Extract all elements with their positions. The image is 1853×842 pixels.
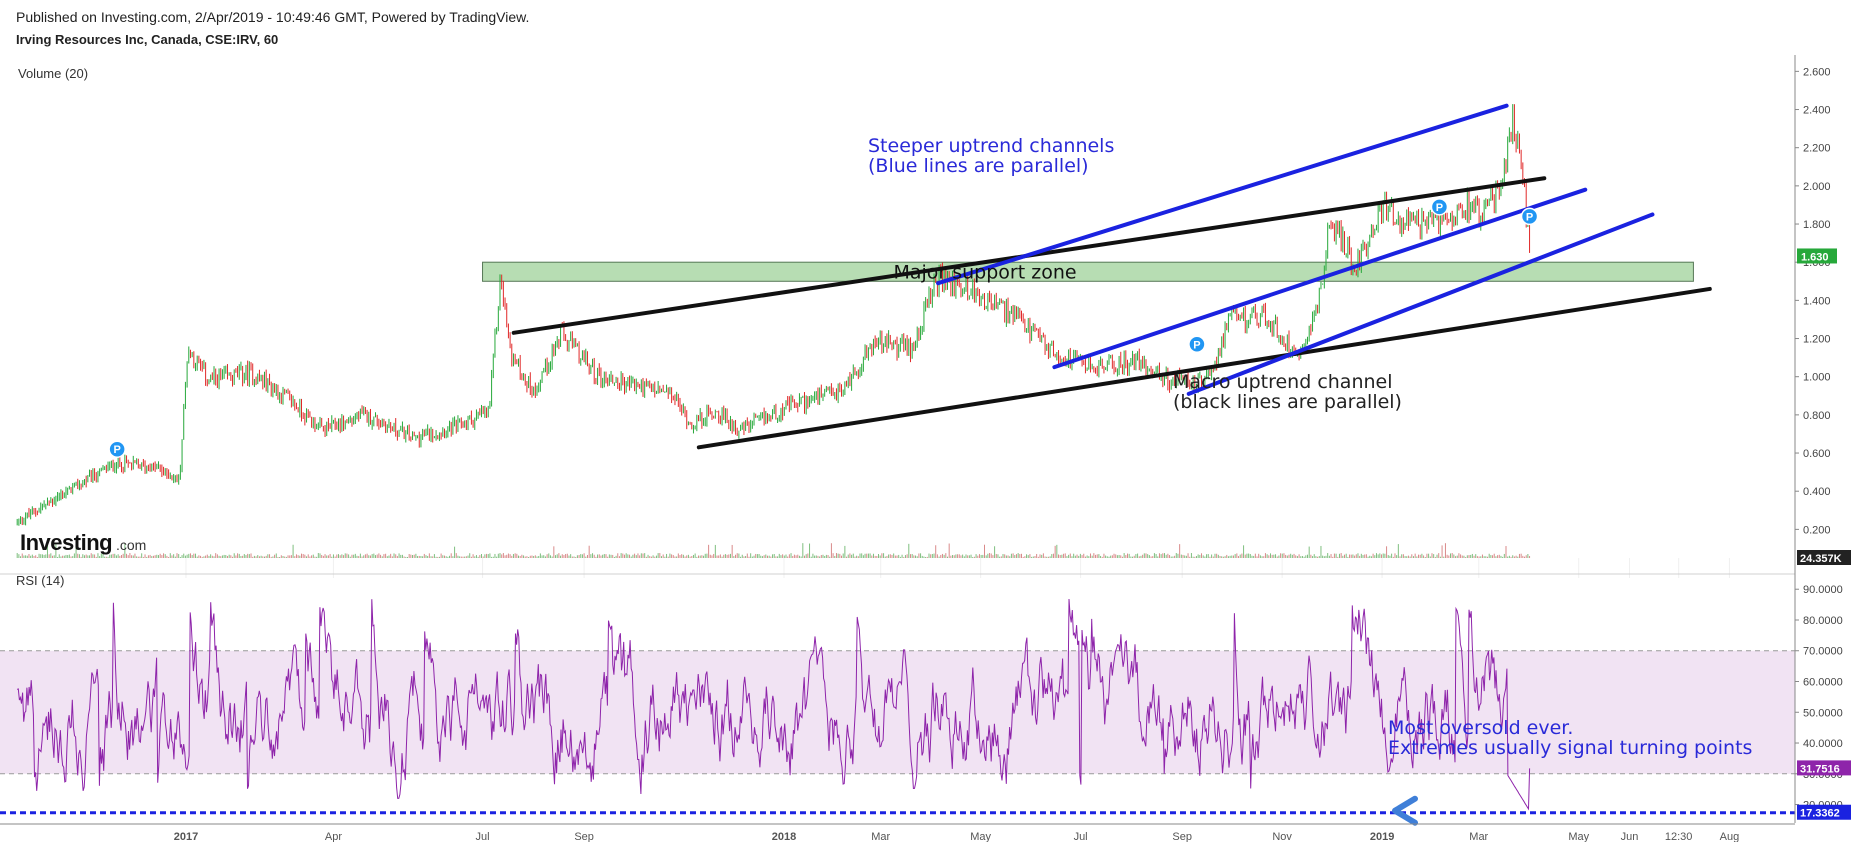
price-tick-label: 0.800	[1803, 410, 1831, 422]
price-tick-label: 0.600	[1803, 448, 1831, 460]
volume-readout-value: 24.357K	[1800, 553, 1842, 565]
p-marker-label: P	[1193, 339, 1200, 351]
x-tick-label: Jun	[1621, 831, 1639, 842]
x-tick-label: Sep	[1172, 831, 1192, 842]
last-price-value: 1.630	[1801, 251, 1829, 263]
support-zone	[482, 261, 1694, 282]
price-tick-label: 2.600	[1803, 66, 1831, 78]
investing-logo-suffix: .com	[116, 537, 146, 553]
rsi-line	[17, 598, 1531, 811]
steep-channel-line	[936, 103, 1509, 286]
support-zone-label: Major support zone	[893, 262, 1076, 284]
arrow-left-icon	[1392, 795, 1418, 826]
p-marker	[108, 440, 126, 458]
x-tick-label: May	[970, 831, 991, 842]
p-marker-label: P	[1526, 211, 1533, 223]
x-tick-label: Sep	[574, 831, 594, 842]
rsi-label: RSI (14)	[16, 573, 64, 588]
x-tick-label: Jul	[1074, 831, 1088, 842]
x-tick-label: May	[1568, 831, 1589, 842]
rsi-tick-label: 70.0000	[1803, 646, 1843, 658]
price-tick-label: 2.000	[1803, 181, 1831, 193]
p-marker	[1520, 207, 1539, 226]
macro-channel-note-line1: Macro uptrend channel	[1173, 371, 1393, 393]
x-tick-label: Jul	[476, 831, 490, 842]
rsi-note-line2: Extremes usually signal turning points	[1388, 737, 1752, 759]
p-marker-label: P	[113, 444, 120, 456]
volume-readout-badge	[1797, 550, 1851, 565]
x-tick-label: 2019	[1370, 831, 1394, 842]
macro-channel-note-line2: (black lines are parallel)	[1173, 391, 1402, 413]
x-tick-label: Apr	[325, 831, 342, 842]
x-tick-label: 2017	[174, 831, 198, 842]
steep-channel-line	[1186, 212, 1655, 396]
rsi-tick-label: 90.0000	[1803, 584, 1843, 596]
x-tick-label: Mar	[1469, 831, 1488, 842]
price-tick-label: 1.000	[1803, 372, 1831, 384]
investing-logo: Investing	[20, 530, 112, 555]
rsi-note-line1: Most oversold ever.	[1388, 717, 1573, 739]
p-marker	[1188, 335, 1206, 354]
steep-channel-note-line1: Steeper uptrend channels	[868, 135, 1114, 157]
symbol-title: Irving Resources Inc, Canada, CSE:IRV, 6…	[16, 32, 279, 47]
price-tick-label: 0.400	[1803, 486, 1831, 498]
rsi-tick-label: 80.0000	[1803, 615, 1843, 627]
volume-label: Volume (20)	[18, 66, 88, 81]
oversold-badge	[1797, 804, 1851, 820]
price-tick-label: 1.400	[1803, 295, 1831, 307]
rsi-tick-label: 50.0000	[1803, 707, 1843, 719]
rsi-tick-label: 40.0000	[1803, 738, 1843, 750]
rsi-last-badge	[1797, 760, 1851, 776]
price-tick-label: 0.200	[1803, 524, 1831, 536]
price-tick-label: 2.200	[1803, 143, 1831, 155]
steep-channel-line	[1052, 187, 1588, 370]
last-price-badge	[1797, 248, 1837, 264]
steep-channel-note-line2: (Blue lines are parallel)	[868, 155, 1089, 177]
macro-channel-line	[696, 286, 1712, 450]
price-pane	[0, 55, 1795, 558]
x-tick-label: Mar	[871, 831, 890, 842]
price-tick-label: 1.200	[1803, 334, 1831, 346]
p-marker-label: P	[1436, 202, 1443, 214]
x-tick-label: Aug	[1720, 831, 1740, 842]
oversold-value: 17.3362	[1800, 808, 1840, 820]
p-marker	[1430, 198, 1449, 216]
x-tick-label: 12:30	[1665, 831, 1693, 842]
x-tick-label: 2018	[772, 831, 796, 842]
x-tick-label: Nov	[1272, 831, 1292, 842]
published-info: Published on Investing.com, 2/Apr/2019 -…	[16, 9, 530, 25]
rsi-last-value: 31.7516	[1800, 763, 1840, 775]
rsi-tick-label: 60.0000	[1803, 677, 1843, 689]
price-tick-label: 2.400	[1803, 105, 1831, 117]
price-tick-label: 1.800	[1803, 219, 1831, 231]
